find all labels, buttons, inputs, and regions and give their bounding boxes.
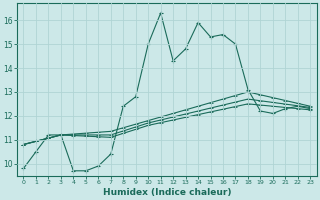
X-axis label: Humidex (Indice chaleur): Humidex (Indice chaleur) bbox=[103, 188, 231, 197]
